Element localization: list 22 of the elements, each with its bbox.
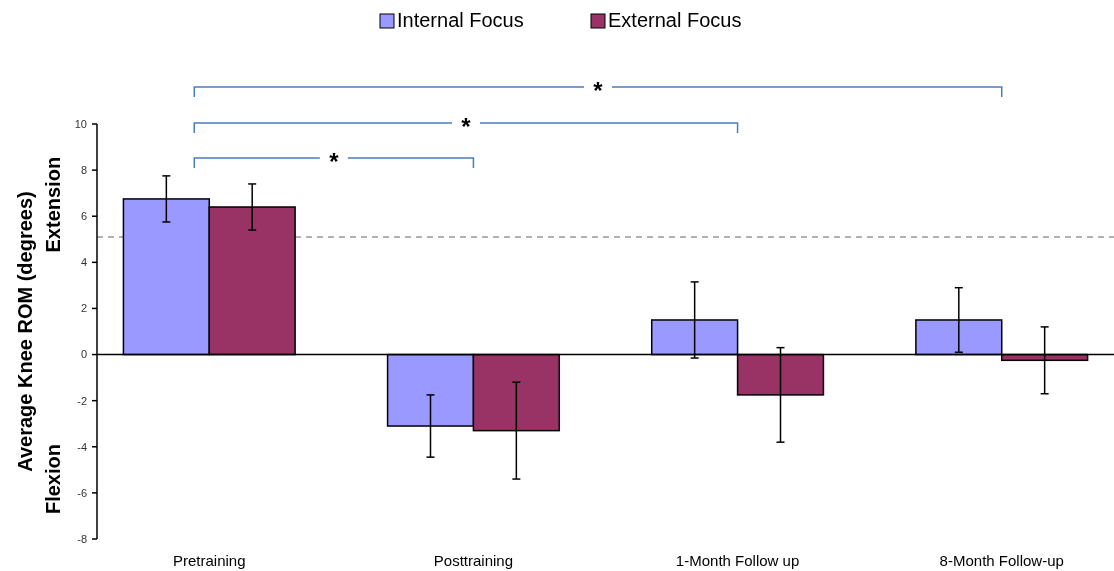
y-tick-label: -4 <box>77 440 87 453</box>
x-tick-label: 1-Month Follow up <box>675 552 800 569</box>
y-tick-label: 10 <box>74 117 87 130</box>
y-tick-label: -6 <box>77 486 87 499</box>
y-axis-title: Average Knee ROM (degrees) <box>14 191 36 472</box>
y-tick-label: -8 <box>77 532 87 545</box>
y-tick-label: 8 <box>80 163 87 176</box>
legend-label: External Focus <box>608 9 742 31</box>
text: * <box>593 77 604 104</box>
y-tick-label: -2 <box>77 394 87 407</box>
annotation: * <box>461 113 472 140</box>
legend-label: Internal Focus <box>397 9 524 31</box>
x-tick-label: Pretraining <box>172 552 246 569</box>
annotation: * <box>329 148 340 175</box>
y-tick-label: 6 <box>80 210 87 223</box>
y-tick-label: 0 <box>80 348 87 361</box>
y-tick-label: 2 <box>80 302 87 315</box>
x-tick-label: 8-Month Follow-up <box>939 552 1064 569</box>
text: Extension <box>42 156 64 253</box>
y-tick-label: 4 <box>80 256 87 269</box>
text: Flexion <box>42 444 64 515</box>
x-tick-label: Posttraining <box>433 552 514 569</box>
